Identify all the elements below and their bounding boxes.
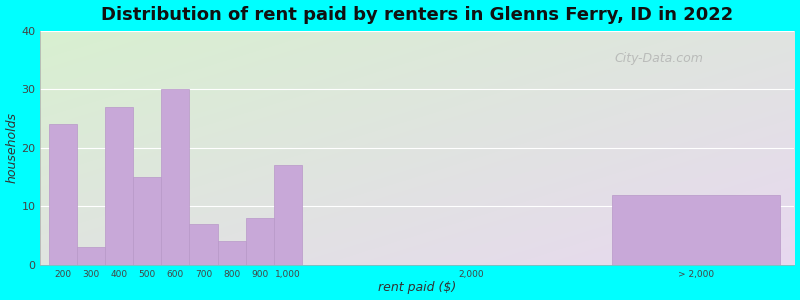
- Bar: [77, 247, 105, 265]
- Bar: [49, 124, 77, 265]
- Bar: [162, 89, 190, 265]
- Bar: [218, 242, 246, 265]
- Y-axis label: households: households: [6, 112, 18, 183]
- Text: City-Data.com: City-Data.com: [614, 52, 703, 65]
- Bar: [246, 218, 274, 265]
- Bar: [190, 224, 218, 265]
- X-axis label: rent paid ($): rent paid ($): [378, 281, 457, 294]
- Bar: [133, 177, 162, 265]
- Bar: [274, 165, 302, 265]
- Title: Distribution of rent paid by renters in Glenns Ferry, ID in 2022: Distribution of rent paid by renters in …: [102, 6, 734, 24]
- Bar: [611, 195, 780, 265]
- Bar: [105, 107, 133, 265]
